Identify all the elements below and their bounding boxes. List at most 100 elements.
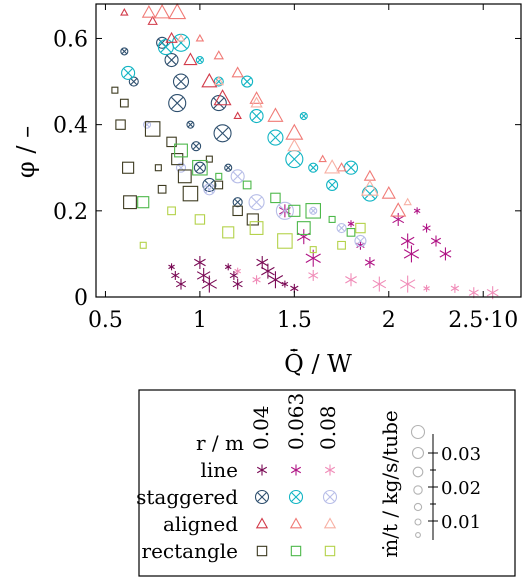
data-point-rectangle: [305, 203, 321, 219]
data-point-rectangle: [115, 119, 126, 130]
data-point-line: [450, 283, 460, 293]
data-point-aligned: [195, 33, 205, 42]
axes: 0.511.522.5·10400.20.40.6: [53, 4, 521, 333]
y-tick-label: 0.2: [53, 200, 88, 225]
legend-radius-title: r / m: [196, 431, 244, 455]
flow-scale: 0.03 0.02 0.01: [410, 424, 481, 540]
legend-symbol-rectangle: [290, 545, 302, 557]
data-point-rectangle: [309, 246, 317, 254]
x-tick-label: 2: [382, 308, 396, 333]
data-point-aligned: [183, 52, 198, 66]
data-point-rectangle: [328, 215, 336, 223]
legend-symbol-line: [290, 464, 302, 476]
data-point-staggered: [121, 65, 136, 80]
data-point-line: [347, 220, 355, 228]
flow-tick-1: 0.03: [441, 444, 481, 465]
data-point-staggered: [224, 163, 233, 172]
data-point-line: [193, 256, 206, 270]
data-point-rectangle: [123, 195, 137, 210]
data-point-rectangle: [242, 180, 252, 190]
legend-symbols: [254, 464, 338, 557]
x-tick-label: 1.5: [277, 308, 312, 333]
data-point-staggered: [248, 194, 265, 211]
legend-symbol-line: [324, 464, 336, 476]
legend-symbol-aligned: [323, 517, 337, 529]
data-point-line: [171, 270, 180, 280]
data-point-staggered: [336, 223, 347, 234]
x-axis-label: Q̄̇ / W: [284, 349, 352, 378]
legend-symbol-staggered: [288, 489, 304, 505]
data-point-rectangle: [192, 159, 208, 176]
series-aligned-r0.04: [120, 7, 242, 120]
legend-symbol-rectangle: [256, 545, 268, 557]
legend-row-staggered: staggered: [136, 485, 238, 509]
series-staggered-r0.063: [121, 33, 378, 202]
data-point-rectangle: [167, 206, 176, 216]
data-point-aligned: [168, 2, 187, 20]
data-point-rectangle: [222, 226, 235, 239]
series-rectangle-r0.063: [137, 143, 356, 237]
legend-row-aligned: aligned: [163, 512, 238, 536]
data-point-rectangle: [154, 164, 162, 172]
y-tick-label: 0.6: [53, 27, 88, 52]
data-point-rectangle: [249, 221, 264, 235]
legend-row-line: line: [200, 458, 238, 482]
data-point-rectangle: [122, 161, 135, 174]
data-point-line: [422, 223, 431, 233]
data-point-line: [364, 257, 375, 269]
legend-symbol-rectangle: [324, 545, 336, 557]
data-point-line: [413, 207, 421, 215]
data-point-line: [345, 273, 357, 287]
data-marks: [111, 2, 499, 300]
data-point-staggered: [308, 162, 319, 173]
series-staggered-r0.04: [120, 36, 243, 208]
data-point-aligned: [231, 66, 244, 78]
legend-symbol-aligned: [255, 517, 269, 529]
data-point-aligned: [176, 33, 186, 42]
data-point-aligned: [250, 96, 263, 108]
data-point-line: [403, 245, 420, 263]
data-point-rectangle: [171, 153, 184, 166]
data-point-aligned: [381, 185, 396, 199]
data-point-aligned: [213, 89, 232, 106]
data-point-line: [392, 212, 405, 226]
series-aligned-r0.08: [176, 33, 412, 206]
data-point-aligned: [201, 72, 218, 88]
legend-radius-value-3: 0.08: [316, 405, 340, 450]
data-point-aligned: [213, 50, 224, 60]
data-point-staggered: [172, 73, 190, 90]
data-point-staggered: [202, 177, 217, 193]
data-point-rectangle: [139, 241, 147, 249]
data-point-aligned: [360, 179, 379, 196]
data-point-staggered: [213, 124, 232, 143]
data-point-staggered: [267, 129, 284, 146]
data-point-staggered: [168, 94, 187, 113]
legend-box: [138, 389, 516, 577]
data-point-line: [261, 263, 275, 279]
data-point-line: [256, 256, 269, 270]
data-point-line: [372, 276, 387, 292]
data-point-line: [224, 263, 232, 271]
data-point-rectangle: [182, 185, 199, 202]
data-point-rectangle: [157, 184, 167, 194]
legend-row-rectangle: rectangle: [142, 539, 238, 563]
data-point-staggered: [191, 141, 202, 152]
data-point-line: [281, 280, 289, 288]
data-point-line: [252, 275, 261, 285]
data-point-rectangle: [232, 205, 243, 217]
y-axis-label: φ / –: [12, 126, 40, 178]
data-point-aligned: [336, 162, 347, 172]
data-point-rectangle: [288, 204, 301, 217]
series-rectangle-r0.04: [111, 86, 259, 226]
data-point-rectangle: [166, 136, 177, 148]
data-point-aligned: [390, 202, 407, 217]
data-point-aligned: [318, 154, 327, 163]
data-point-line: [175, 278, 187, 290]
legend-symbol-line: [256, 464, 268, 476]
data-point-line: [308, 269, 319, 281]
data-point-rectangle: [355, 222, 366, 234]
legend-radius-value-1: 0.04: [249, 405, 273, 450]
y-tick-label: 0.4: [53, 114, 88, 139]
x-tick-label: 2.5·10: [448, 308, 518, 333]
data-point-line: [297, 229, 311, 245]
